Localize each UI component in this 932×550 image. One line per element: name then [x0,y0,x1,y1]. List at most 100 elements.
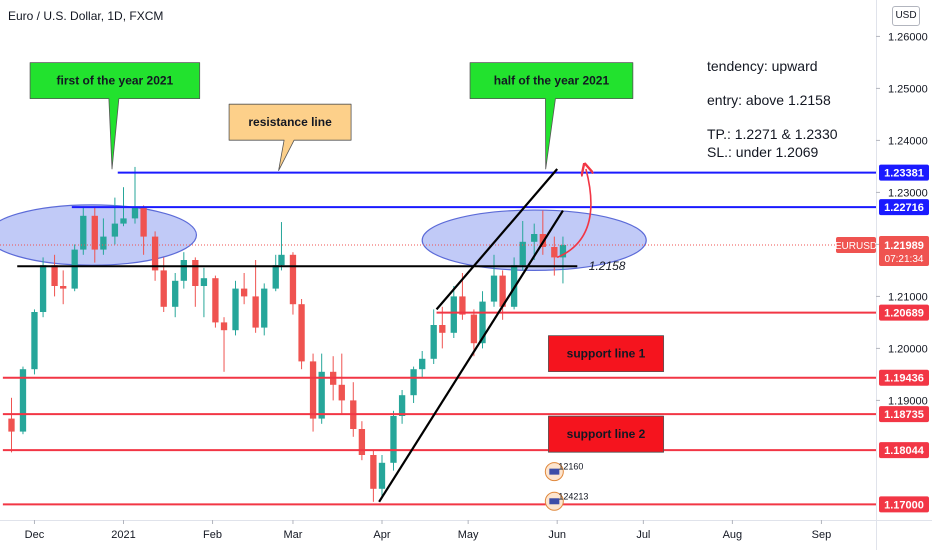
level-tag [879,164,929,181]
candle-body [19,369,27,432]
candle-body [272,265,279,289]
candle-body [490,275,498,302]
time-tick-label: Dec [25,529,45,541]
candle-body [470,314,478,344]
candle-body [51,265,58,286]
projection-arrow [556,169,591,259]
candle-body [278,254,285,266]
candle-body [410,369,417,396]
level-tag [879,442,929,459]
candle-body [220,322,228,331]
level-tag-label: 1.18044 [884,445,925,457]
candle-body [240,288,248,297]
trendline [378,210,564,503]
candle-body [39,265,47,312]
candle-body [298,304,305,362]
candle-body [252,296,259,328]
level-tag-label: 1.22716 [884,202,924,214]
level-tag-label: 1.20689 [884,308,924,320]
candle-body [232,288,239,331]
callout-box [548,415,665,453]
event-markers: 12160 124213 [544,462,588,511]
callout-label: support line 2 [567,427,646,441]
level-tag [879,369,929,386]
note-take-profit: TP.: 1.2271 & 1.2330 [707,126,838,142]
candles [8,166,567,502]
level-tag-label: 1.18735 [884,409,924,421]
candle-body [551,247,558,258]
last-price-value: 1.21989 [884,240,924,252]
candle-body [8,418,15,432]
price-tick-label: 1.21000 [888,291,928,303]
candle-body [390,416,397,463]
candle-body [531,234,538,242]
event-flag-icon [549,468,560,475]
candle-body [80,215,87,250]
candle-body [430,325,437,359]
candle-body [358,429,366,455]
price-axis[interactable]: 1.260001.250001.240001.230001.220001.210… [876,0,932,550]
level-lines: 1.2158 EURUSD [0,171,877,506]
callout-label: support line 1 [567,347,646,361]
callout-box [548,335,665,372]
level-tag-label: 1.23381 [884,168,924,180]
candle-body [140,208,147,237]
candle-body [479,301,486,344]
time-tick-label: 2021 [111,529,135,541]
callout-label: resistance line [248,115,332,129]
candle-body [419,358,426,370]
candle-body [131,208,139,219]
candle-body [499,275,506,307]
price-tick-label: 1.24000 [888,135,928,147]
price-tick-label: 1.23000 [888,187,928,199]
candle-body [180,260,187,281]
last-price-timer: 07:21:34 [885,254,924,265]
candle-body [338,384,345,401]
time-tick-label: Sep [812,529,832,541]
level-tag [879,199,929,216]
candle-body [439,325,446,333]
event-label: 124213 [558,491,588,501]
candle-body [160,270,167,307]
candle-body [200,278,208,286]
time-tick-label: Jun [548,529,566,541]
level-tag [879,304,929,321]
time-tick-label: May [458,529,479,541]
price-tick-label: 1.20000 [888,343,928,355]
candle-body [120,218,127,224]
note-stop-loss: SL.: under 1.2069 [707,144,819,160]
candle-body [289,254,297,305]
candle-body [60,286,67,289]
candle-body [318,371,325,419]
candle-body [378,462,386,489]
time-tick-label: Aug [723,529,743,541]
level-tag [879,496,929,513]
callout-box [29,62,201,170]
symbol-tag-label: EURUSD [835,241,877,252]
candle-body [192,260,199,286]
highlight-ellipse [0,204,198,266]
candle-body [398,395,406,416]
candle-body [370,455,377,489]
currency-button[interactable]: USD [892,6,920,26]
highlight-ellipses [0,204,647,272]
candle-body [71,249,78,289]
price-tick-label: 1.25000 [888,83,928,95]
candle-body [212,278,219,323]
callout-box [469,62,634,170]
candle-body [450,296,457,333]
trendline [435,168,559,311]
candle-body [559,244,567,258]
time-tick-label: Feb [203,529,222,541]
candle-body [111,223,119,237]
chart-title: Euro / U.S. Dollar, 1D, FXCM [8,9,164,23]
time-axis[interactable]: Dec 2021 Feb Mar Apr May Jun Jul Aug Sep [0,520,932,541]
trendlines [378,168,591,503]
candle-body [172,280,179,307]
candle-body [151,236,159,271]
candle-body [519,241,526,266]
callout-label: half of the year 2021 [494,74,610,88]
candle-body [100,236,107,250]
time-tick-label: Mar [283,529,302,541]
